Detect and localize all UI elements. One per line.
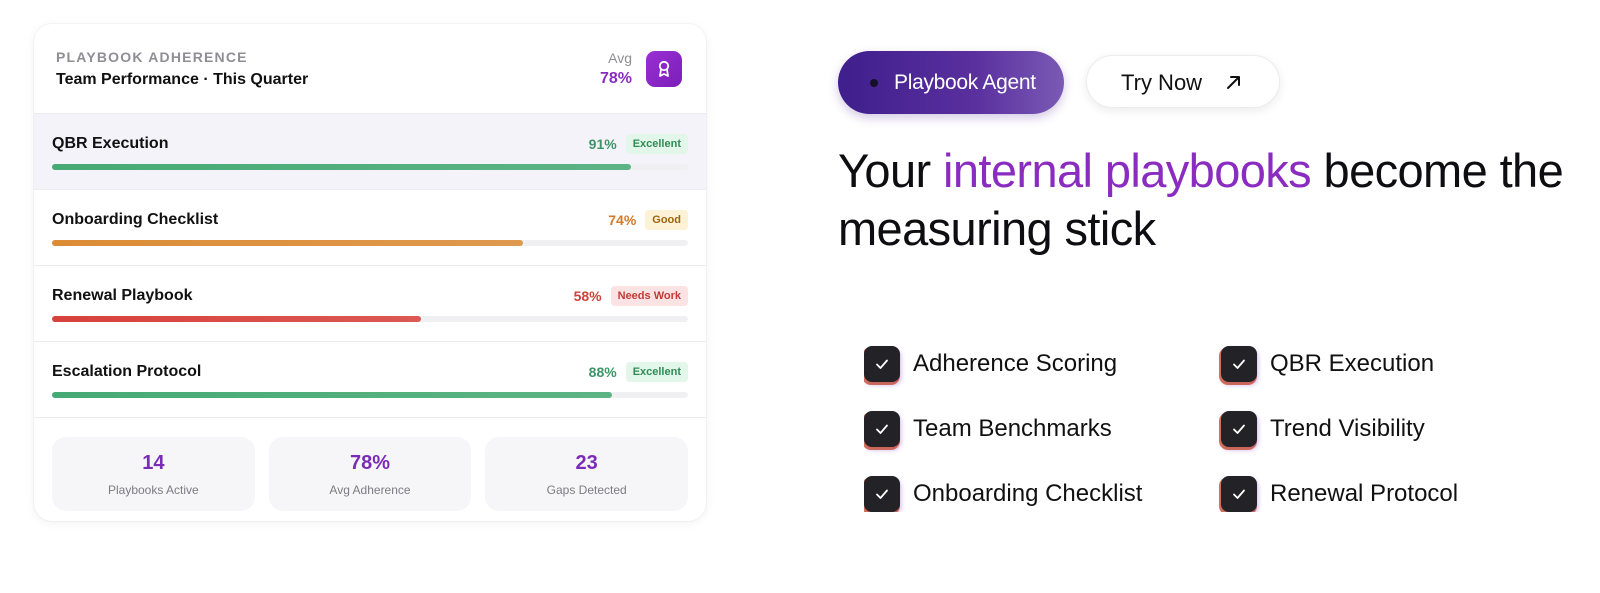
check-icon	[864, 411, 900, 447]
playbook-name: Escalation Protocol	[52, 363, 202, 380]
feature-list: Adherence Scoring QBR Execution Team Ben…	[864, 345, 1564, 512]
card-eyebrow: PLAYBOOK ADHERENCE	[56, 49, 248, 65]
progress-fill	[52, 240, 523, 246]
playbook-name: Onboarding Checklist	[52, 211, 219, 228]
feature-item: Adherence Scoring	[864, 345, 1117, 383]
check-icon	[1221, 411, 1257, 447]
award-badge[interactable]	[646, 51, 682, 87]
progress-track	[52, 240, 688, 246]
stat-value: 78%	[349, 451, 391, 474]
award-icon	[658, 60, 670, 77]
status-badge: Good	[645, 210, 688, 230]
playbook-percent: 58%	[573, 288, 602, 304]
feature-label: Renewal Protocol	[1270, 480, 1459, 507]
playbook-adherence-card: PLAYBOOK ADHERENCE Team Performance · Th…	[34, 24, 706, 521]
playbook-agent-pill[interactable]: Playbook Agent	[838, 51, 1064, 114]
feature-item: QBR Execution	[1221, 345, 1434, 383]
feature-label: Trend Visibility	[1270, 415, 1425, 442]
check-icon	[864, 476, 900, 512]
card-title: Team Performance · This Quarter	[56, 71, 309, 88]
stat-playbooks-active: 14 Playbooks Active	[52, 437, 255, 511]
status-badge: Excellent	[625, 134, 688, 154]
headline-part-1: Your	[838, 144, 944, 197]
stat-label: Gaps Detected	[546, 482, 627, 497]
playbook-list: QBR Execution 91% Excellent Onboarding C…	[34, 114, 706, 418]
stat-gaps-detected: 23 Gaps Detected	[485, 437, 689, 511]
feature-label: Onboarding Checklist	[913, 480, 1143, 507]
card-header: PLAYBOOK ADHERENCE Team Performance · Th…	[34, 24, 706, 114]
feature-item: Team Benchmarks	[864, 410, 1112, 448]
stat-label: Avg Adherence	[329, 482, 411, 497]
status-badge: Needs Work	[610, 286, 688, 306]
avg-value: 78%	[599, 70, 632, 87]
stat-label: Playbooks Active	[107, 482, 199, 497]
status-dot	[870, 79, 878, 87]
check-icon	[864, 346, 900, 382]
try-now-label: Try Now	[1121, 70, 1203, 95]
progress-track	[52, 392, 688, 398]
feature-item: Onboarding Checklist	[864, 475, 1142, 512]
stat-avg-adherence: 78% Avg Adherence	[268, 437, 472, 511]
agent-label: Playbook Agent	[894, 71, 1036, 94]
feature-label: Adherence Scoring	[913, 350, 1118, 377]
headline: Your internal playbooks become the measu…	[838, 142, 1578, 258]
progress-fill	[52, 392, 612, 398]
arrow-up-right-icon	[1227, 76, 1240, 89]
progress-track	[52, 164, 688, 170]
playbook-percent: 91%	[588, 136, 617, 152]
status-badge: Excellent	[625, 362, 688, 382]
check-icon	[1221, 346, 1257, 382]
playbook-name: Renewal Playbook	[52, 287, 193, 304]
playbook-row[interactable]: Escalation Protocol 88% Excellent	[34, 342, 706, 418]
playbook-percent: 88%	[588, 364, 617, 380]
feature-item: Trend Visibility	[1221, 410, 1425, 448]
stat-value: 14	[142, 451, 165, 474]
feature-label: Team Benchmarks	[913, 415, 1112, 442]
playbook-percent: 74%	[608, 212, 637, 228]
playbook-name: QBR Execution	[52, 135, 169, 152]
headline-accent: internal playbooks	[943, 144, 1312, 197]
playbook-row[interactable]: QBR Execution 91% Excellent	[34, 114, 706, 190]
progress-fill	[52, 164, 631, 170]
feature-label: QBR Execution	[1270, 350, 1435, 377]
stats-row: 14 Playbooks Active 78% Avg Adherence 23…	[52, 437, 689, 511]
playbook-row[interactable]: Onboarding Checklist 74% Good	[34, 190, 706, 266]
progress-track	[52, 316, 688, 322]
progress-fill	[52, 316, 421, 322]
headline-part-2: become the measuring stick	[838, 144, 1564, 255]
try-now-button[interactable]: Try Now	[1086, 55, 1280, 108]
feature-item: Renewal Protocol	[1221, 475, 1458, 512]
avg-label: Avg	[608, 50, 632, 66]
check-icon	[1221, 476, 1257, 512]
playbook-row[interactable]: Renewal Playbook 58% Needs Work	[34, 266, 706, 342]
stat-value: 23	[575, 451, 598, 474]
